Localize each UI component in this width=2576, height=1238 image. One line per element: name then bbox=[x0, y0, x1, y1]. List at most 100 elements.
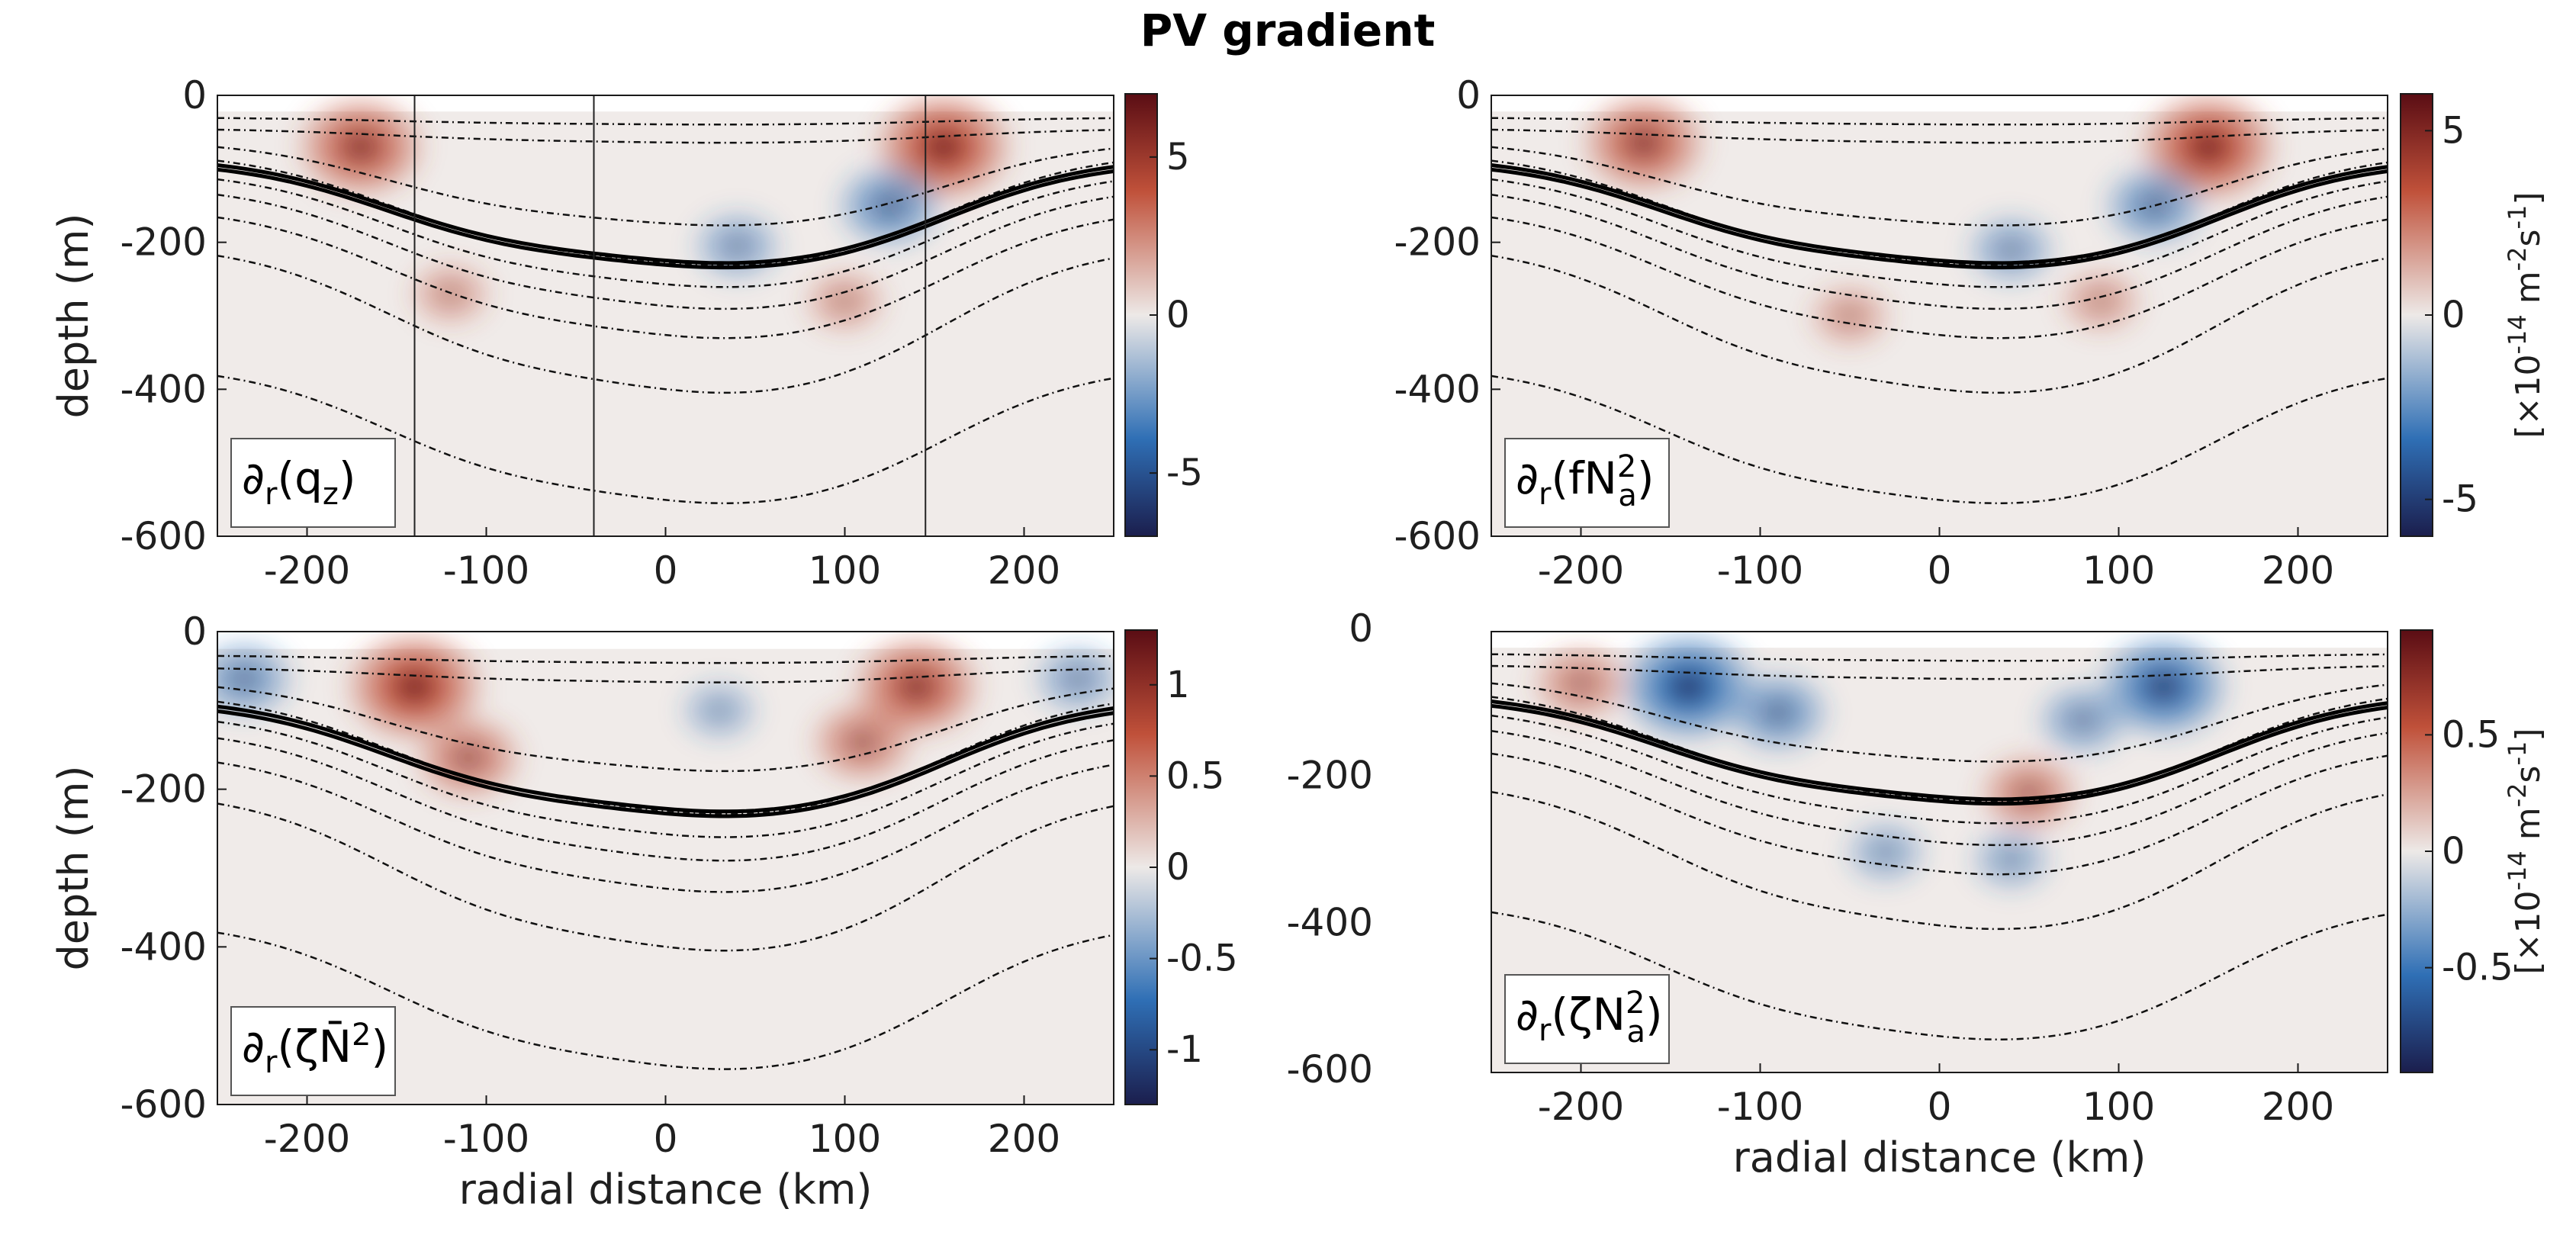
isopycnal-6 bbox=[1491, 714, 2388, 825]
anomaly-neg-3 bbox=[1960, 209, 2062, 291]
colorbar-tick-label: 5 bbox=[2442, 109, 2465, 152]
isopycnal-1 bbox=[217, 128, 1114, 144]
isopycnal-1 bbox=[1491, 664, 2388, 680]
y-tick-label: -600 bbox=[121, 514, 207, 558]
anomaly-neg-3 bbox=[2031, 678, 2135, 762]
anomaly-pos-4 bbox=[1803, 278, 1897, 354]
colorbar-tick-label: 0 bbox=[1166, 294, 1190, 336]
x-tick-label: 200 bbox=[2262, 548, 2334, 593]
detached-y-tick-label: -400 bbox=[1287, 900, 1373, 944]
anomaly-neg-7 bbox=[1964, 822, 2058, 897]
isopycnal-4 bbox=[1491, 699, 2388, 802]
isopycnal-5 bbox=[217, 709, 1114, 818]
x-tick-label: -200 bbox=[264, 1117, 350, 1161]
colorbar-tick-label: -1 bbox=[1166, 1028, 1203, 1071]
x-tick-label: -100 bbox=[1717, 548, 1803, 593]
y-axis-label: depth (m) bbox=[50, 765, 98, 970]
anomaly-pos-4 bbox=[1527, 640, 1635, 726]
x-tick-label: -200 bbox=[264, 548, 350, 593]
isopycnal-6 bbox=[1491, 178, 2388, 288]
isopycnal-8 bbox=[1491, 752, 2388, 876]
panel-label-box bbox=[1504, 974, 1670, 1064]
x-tick-label: 100 bbox=[809, 1117, 881, 1161]
colorbar-tick-label: -0.5 bbox=[2442, 947, 2513, 989]
colorbar-tick-label: 0.5 bbox=[1166, 754, 1224, 797]
panel-top-left: -200 -100 0 100 200 0 -200 -400 -600 depth (m) ∂r(… bbox=[50, 73, 1203, 593]
detached-y-tick-label: 0 bbox=[1349, 606, 1373, 651]
isopycnal-6 bbox=[217, 720, 1114, 838]
y-tick-label: -400 bbox=[121, 367, 207, 411]
anomaly-pos-0 bbox=[291, 95, 430, 203]
detached-y-tick-label: -600 bbox=[1287, 1047, 1373, 1092]
x-axis-label: radial distance (km) bbox=[459, 1166, 873, 1214]
anomaly-neg-6 bbox=[1838, 814, 1933, 890]
panel-label: ∂r(ζN2 a) bbox=[1516, 986, 1663, 1050]
x-tick-label: -100 bbox=[1717, 1085, 1803, 1129]
y-tick-label: -600 bbox=[1394, 514, 1481, 558]
y-tick-label: 0 bbox=[182, 609, 207, 654]
panel-label-box bbox=[230, 1006, 396, 1096]
isopycnal-10 bbox=[1491, 911, 2388, 1040]
isopycnal-10 bbox=[217, 931, 1114, 1070]
anomaly-neg-1 bbox=[1721, 666, 1835, 758]
surface-strip bbox=[217, 632, 1114, 649]
isopycnal-4 bbox=[217, 704, 1114, 814]
panel-bottom-left: -200 -100 0 100 200 0 -200 -400 -600 0 -200 -400 -60… bbox=[50, 606, 1373, 1214]
x-tick-label: -200 bbox=[1538, 548, 1624, 593]
x-axis-label: radial distance (km) bbox=[1733, 1133, 2147, 1182]
x-tick-label: -200 bbox=[1538, 1085, 1624, 1129]
isopycnal-0 bbox=[1491, 117, 2388, 126]
surface-strip bbox=[1491, 632, 2388, 648]
isopycnal-10 bbox=[217, 375, 1114, 504]
x-tick-label: 100 bbox=[809, 548, 881, 593]
isopycnal-6 bbox=[217, 178, 1114, 288]
isopycnal-0 bbox=[1491, 653, 2388, 662]
panel-bottom-right: -200 -100 0 100 200 radial distance (km) ∂r(ζN… bbox=[1491, 629, 2548, 1182]
isopycnal-1 bbox=[1491, 128, 2388, 144]
y-tick-label: -400 bbox=[121, 924, 207, 969]
panel-top-right: -200 -100 0 100 200 0 -200 -400 -600 ∂r(fN2 a) 5 0 -5… bbox=[1394, 73, 2548, 593]
y-tick-label: -200 bbox=[121, 767, 207, 812]
anomaly-neg-6 bbox=[674, 674, 765, 747]
x-tick-label: 0 bbox=[654, 1117, 678, 1161]
isopycnal-4 bbox=[217, 163, 1114, 265]
isopycnal-9 bbox=[1491, 790, 2388, 931]
colorbar-tick-label: 0 bbox=[1166, 846, 1190, 889]
y-tick-label: -600 bbox=[121, 1082, 207, 1127]
anomaly-pos-1 bbox=[409, 710, 528, 806]
y-tick-label: 0 bbox=[1456, 73, 1481, 117]
x-tick-label: 100 bbox=[2082, 548, 2155, 593]
colorbar-tick-label: 0 bbox=[2442, 830, 2465, 873]
anomaly-neg-3 bbox=[687, 205, 788, 287]
x-tick-label: 0 bbox=[1928, 1085, 1952, 1129]
colorbar-unit: [×10-14 m-2s-1] bbox=[2503, 728, 2548, 974]
y-axis-label: depth (m) bbox=[50, 213, 98, 418]
panel-label-box bbox=[230, 438, 396, 528]
isopycnal-7 bbox=[217, 737, 1114, 862]
colorbar-tick-label: 0 bbox=[2442, 294, 2465, 336]
anomaly-pos-3 bbox=[806, 696, 920, 788]
isopycnal-9 bbox=[217, 254, 1114, 394]
x-tick-label: 0 bbox=[654, 548, 678, 593]
isopycnal-8 bbox=[217, 216, 1114, 339]
panel-label: ∂r(qz) bbox=[242, 452, 356, 512]
isopycnal-5 bbox=[217, 167, 1114, 270]
isopycnal-7 bbox=[1491, 729, 2388, 847]
isopycnal-4 bbox=[1491, 163, 2388, 265]
isopycnal-9 bbox=[217, 802, 1114, 952]
panel-label: ∂r(ζN̄2) bbox=[242, 1018, 388, 1080]
anomaly-pos-5 bbox=[798, 263, 892, 339]
x-tick-label: 200 bbox=[988, 1117, 1060, 1161]
x-tick-label: -100 bbox=[443, 1117, 529, 1161]
isopycnal-9 bbox=[1491, 254, 2388, 394]
panel-label: ∂r(fN2 a) bbox=[1516, 449, 1655, 513]
isopycnal-8 bbox=[1491, 216, 2388, 339]
colorbar-tick-label: 5 bbox=[1166, 136, 1190, 178]
y-tick-label: -200 bbox=[1394, 220, 1481, 265]
colorbar-tick-label: -5 bbox=[2442, 478, 2478, 521]
x-tick-label: 200 bbox=[2262, 1085, 2334, 1129]
isopycnal-0 bbox=[217, 117, 1114, 126]
isopycnal-0 bbox=[217, 654, 1114, 664]
isopycnal-7 bbox=[217, 193, 1114, 310]
colorbar-tick-label: -0.5 bbox=[1166, 937, 1238, 980]
